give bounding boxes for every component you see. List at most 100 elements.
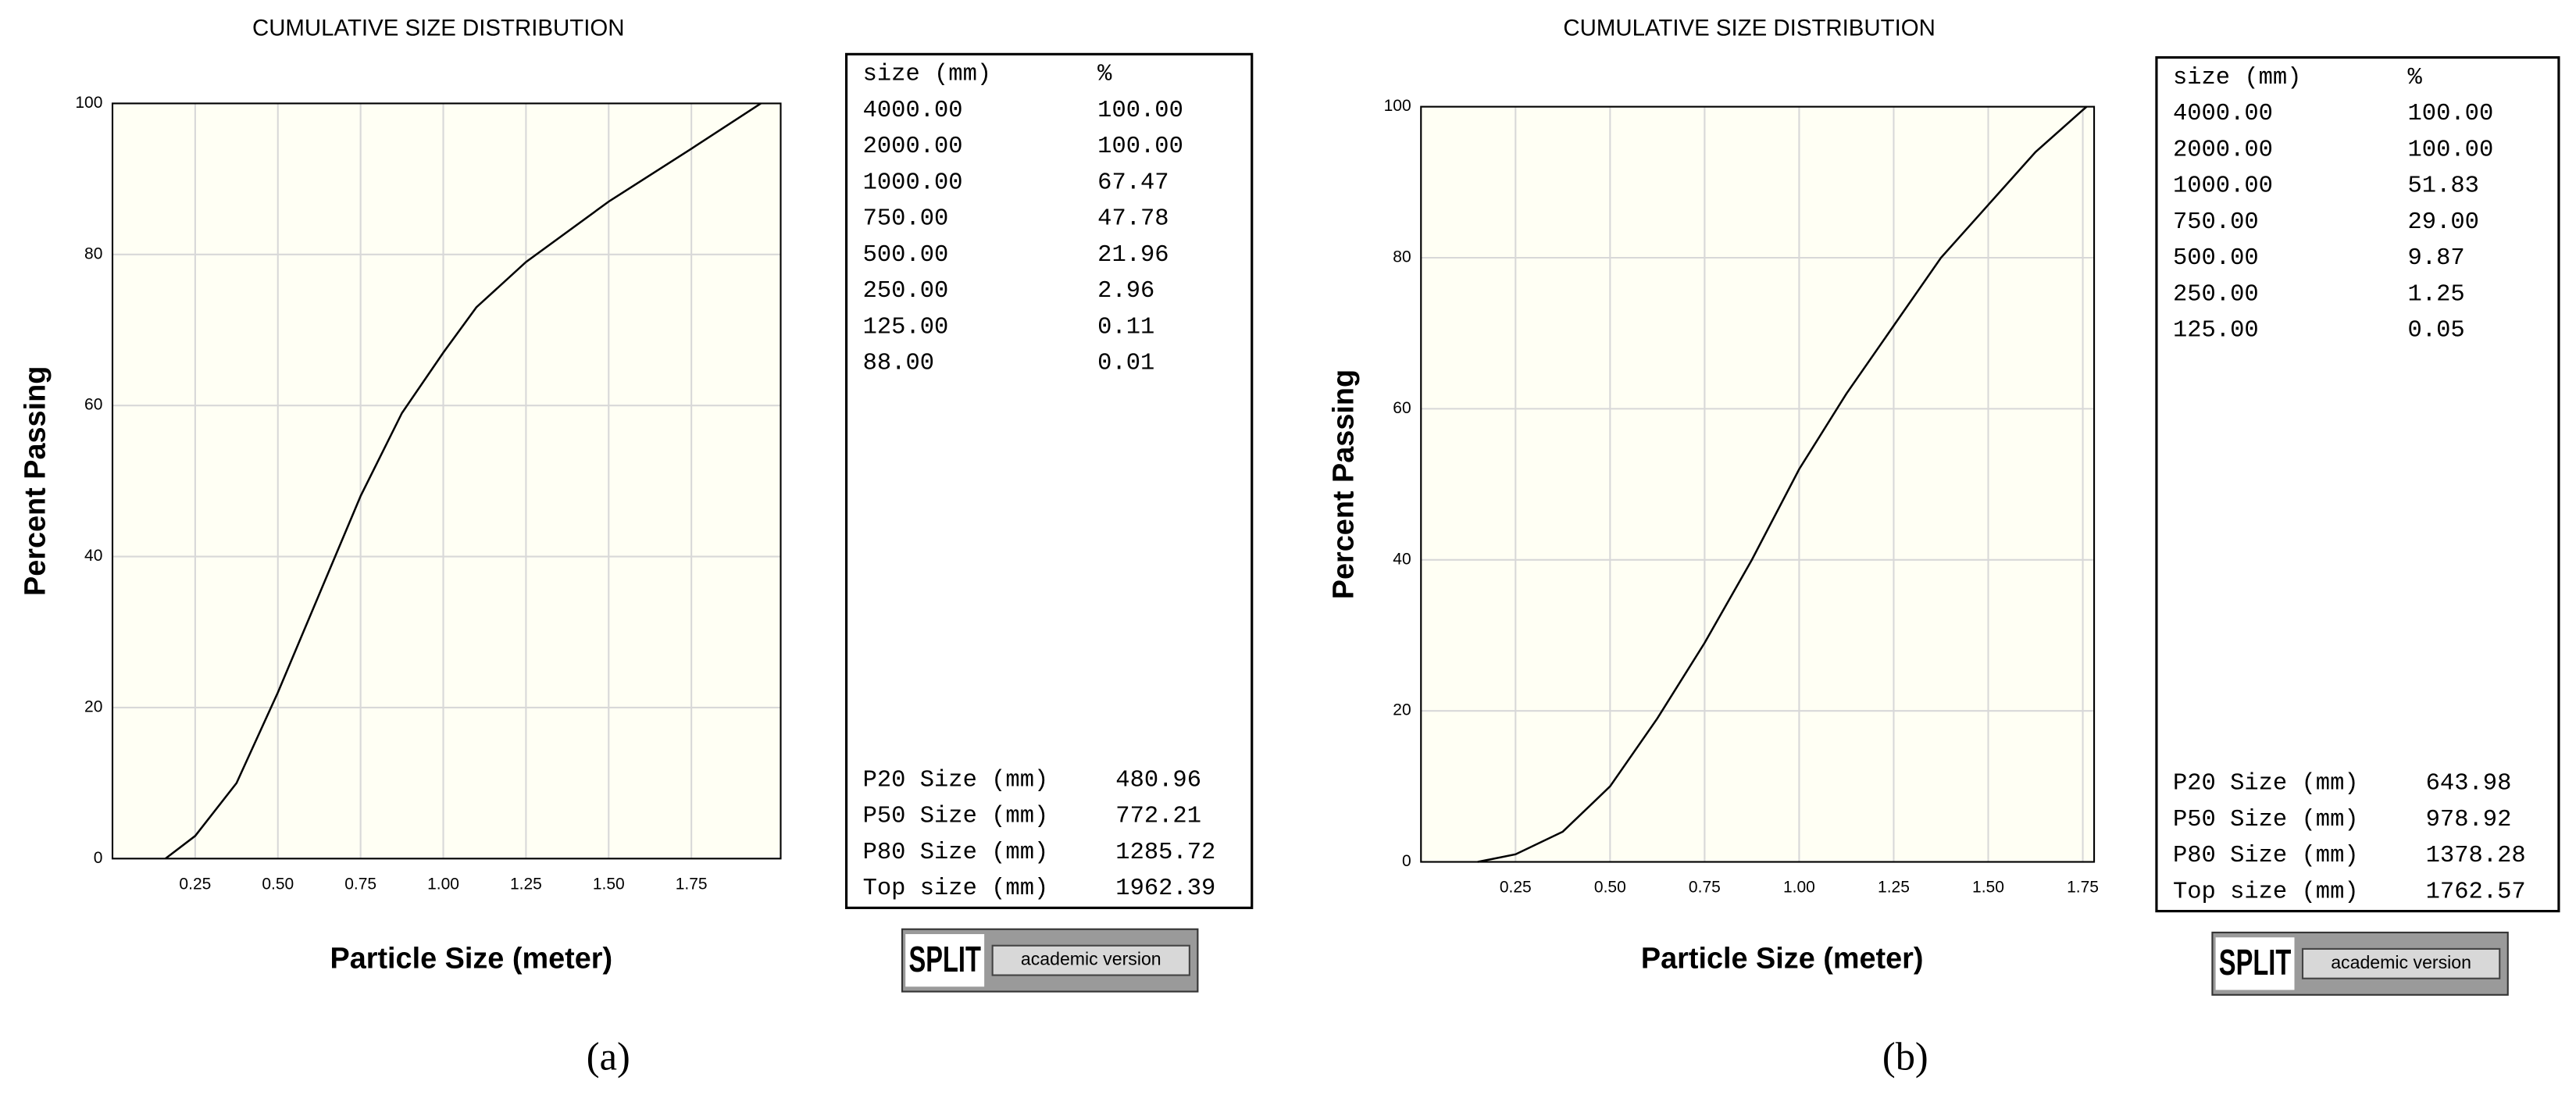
x-axis-label: Particle Size (meter) — [1641, 943, 1924, 976]
summary-cell: P20 Size (mm) — [863, 767, 1049, 794]
table-header: % — [2408, 65, 2423, 91]
table-cell: 250.00 — [2173, 281, 2259, 308]
table-frame — [844, 52, 1254, 909]
logo-tag-box — [2301, 947, 2501, 979]
summary-cell: 772.21 — [1115, 804, 1201, 830]
table-cell: 4000.00 — [863, 98, 963, 124]
x-tick-label: 0.50 — [1594, 879, 1626, 897]
table-cell: 2000.00 — [863, 134, 963, 160]
y-tick-label: 20 — [84, 697, 102, 715]
table-cell: 47.78 — [1097, 206, 1168, 233]
summary-cell: 1962.39 — [1115, 876, 1215, 902]
chart-title: CUMULATIVE SIZE DISTRIBUTION — [1563, 16, 1936, 41]
logo-tag-box — [991, 944, 1190, 976]
summary-cell: Top size (mm) — [2173, 879, 2359, 905]
summary-cell: P50 Size (mm) — [863, 804, 1049, 830]
table-cell: 100.00 — [2408, 137, 2494, 163]
table-cell: 100.00 — [1097, 98, 1183, 124]
x-tick-label: 0.75 — [344, 875, 376, 893]
table-cell: 21.96 — [1097, 242, 1168, 269]
x-tick-label: 1.50 — [593, 875, 625, 893]
table-cell: 1000.00 — [863, 169, 963, 196]
logo-tag: academic version — [1021, 949, 1161, 969]
table-cell: 88.00 — [863, 351, 934, 377]
table-cell: 67.47 — [1097, 169, 1168, 196]
table-frame — [2155, 55, 2560, 913]
summary-cell: 1762.57 — [2426, 879, 2526, 905]
table-cell: 51.83 — [2408, 173, 2479, 200]
table-cell: 125.00 — [863, 314, 949, 341]
logo-left — [2215, 937, 2295, 990]
table-cell: 2.96 — [1097, 278, 1154, 305]
summary-cell: 480.96 — [1115, 767, 1201, 794]
table-cell: 750.00 — [2173, 209, 2259, 236]
plot-area — [1421, 106, 2095, 862]
y-axis-label: Percent Passing — [19, 366, 52, 596]
table-cell: 9.87 — [2408, 245, 2465, 272]
curve — [165, 102, 762, 860]
x-tick-label: 1.25 — [510, 875, 542, 893]
plot-frame — [1420, 105, 2096, 863]
logo-name: SPLIT — [2219, 942, 2291, 983]
table-cell: 250.00 — [863, 278, 949, 305]
x-tick-label: 0.75 — [1689, 879, 1721, 897]
logo-left — [905, 934, 985, 987]
x-tick-label: 1.25 — [1878, 879, 1910, 897]
summary-cell: P80 Size (mm) — [863, 840, 1049, 866]
table-cell: 500.00 — [2173, 245, 2259, 272]
panel-label: (b) — [1882, 1034, 1928, 1078]
summary-cell: 1378.28 — [2426, 843, 2526, 869]
table-cell: 125.00 — [2173, 318, 2259, 344]
plot-frame — [111, 102, 782, 860]
x-axis-label: Particle Size (meter) — [330, 943, 612, 976]
y-tick-label: 0 — [94, 849, 103, 867]
table-cell: 0.11 — [1097, 314, 1154, 341]
summary-cell: P20 Size (mm) — [2173, 771, 2359, 797]
summary-cell: P50 Size (mm) — [2173, 807, 2359, 833]
table-cell: 0.05 — [2408, 318, 2465, 344]
table-cell: 2000.00 — [2173, 137, 2273, 163]
summary-cell: 643.98 — [2426, 771, 2512, 797]
logo-name: SPLIT — [908, 939, 980, 979]
table-cell: 29.00 — [2408, 209, 2479, 236]
x-tick-label: 1.75 — [676, 875, 708, 893]
table-cell: 750.00 — [863, 206, 949, 233]
table-header: size (mm) — [2173, 65, 2302, 91]
y-tick-label: 80 — [84, 244, 102, 262]
table-cell: 500.00 — [863, 242, 949, 269]
table-cell: 100.00 — [2408, 101, 2494, 127]
summary-cell: 978.92 — [2426, 807, 2512, 833]
y-tick-label: 0 — [1402, 852, 1411, 870]
y-tick-label: 20 — [1393, 701, 1411, 719]
y-tick-label: 60 — [84, 396, 102, 414]
y-tick-label: 40 — [84, 547, 102, 565]
table-cell: 100.00 — [1097, 134, 1183, 160]
x-tick-label: 0.25 — [1500, 879, 1532, 897]
y-tick-label: 60 — [1393, 399, 1411, 417]
x-tick-label: 1.00 — [427, 875, 459, 893]
curve — [1477, 105, 2088, 863]
y-tick-label: 80 — [1393, 248, 1411, 266]
y-tick-label: 40 — [1393, 550, 1411, 568]
table-cell: 4000.00 — [2173, 101, 2273, 127]
table-cell: 1.25 — [2408, 281, 2465, 308]
chart-title: CUMULATIVE SIZE DISTRIBUTION — [252, 16, 625, 41]
logo-tag: academic version — [2331, 952, 2471, 972]
table-header: % — [1097, 62, 1112, 88]
y-tick-label: 100 — [75, 94, 102, 112]
plot-area — [112, 103, 781, 859]
summary-cell: 1285.72 — [1115, 840, 1215, 866]
x-tick-label: 0.25 — [179, 875, 211, 893]
x-tick-label: 1.50 — [1972, 879, 2004, 897]
x-tick-label: 0.50 — [262, 875, 294, 893]
y-axis-label: Percent Passing — [1328, 369, 1361, 599]
table-cell: 0.01 — [1097, 351, 1154, 377]
table-cell: 1000.00 — [2173, 173, 2273, 200]
table-header: size (mm) — [863, 62, 992, 88]
y-tick-label: 100 — [1384, 97, 1411, 115]
summary-cell: P80 Size (mm) — [2173, 843, 2359, 869]
summary-cell: Top size (mm) — [863, 876, 1049, 902]
x-tick-label: 1.75 — [2067, 879, 2099, 897]
panel-label: (a) — [587, 1034, 630, 1078]
